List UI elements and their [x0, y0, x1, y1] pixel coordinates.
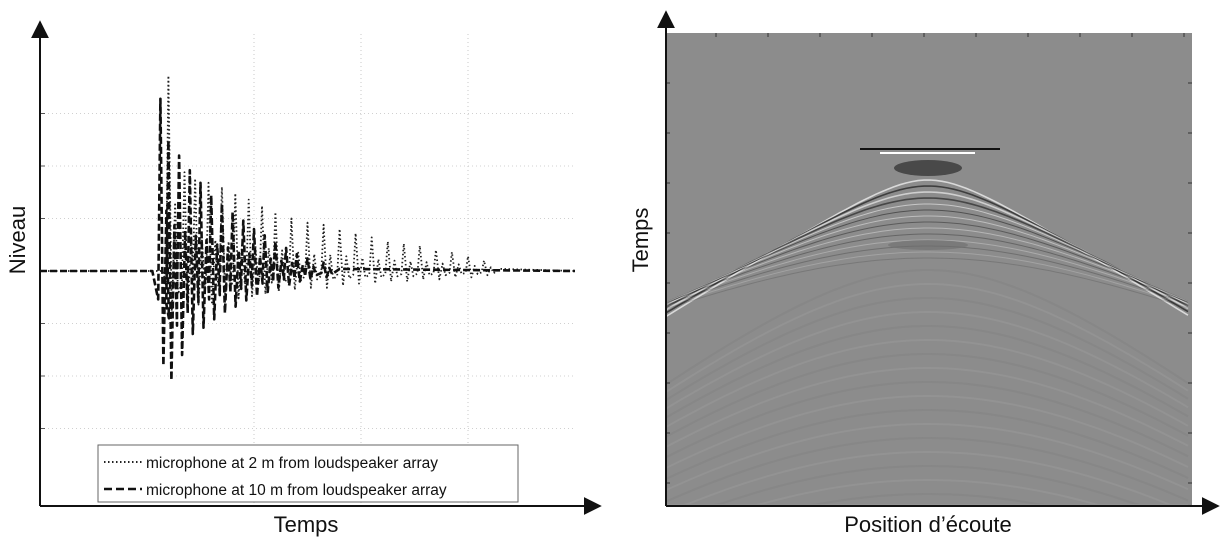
legend-box [97, 444, 519, 503]
wavefront-arc-faint [665, 283, 1189, 393]
left-y-axis-label: Niveau [5, 206, 30, 274]
left-plot-area [40, 32, 578, 506]
wavefront-dark-blob [894, 160, 962, 176]
legend-entry-1: microphone at 2 m from loudspeaker array [146, 455, 438, 472]
wavefront-arc [665, 221, 1189, 303]
wavefront-arc-faint [665, 409, 1189, 480]
wavefront-arc [665, 251, 1189, 308]
wavefront-arc-faint [665, 395, 1189, 469]
left-series-group [40, 74, 576, 382]
legend: microphone at 2 m from loudspeaker array… [97, 444, 519, 503]
wavefront-arc-faint [666, 451, 1188, 506]
wavefront-arc-faint [666, 465, 1188, 506]
legend-entry-2: microphone at 10 m from loudspeaker arra… [146, 482, 447, 499]
wavefront-arc-faint [665, 325, 1189, 419]
wavefront-arc [665, 227, 1189, 303]
wavefront-arc [665, 203, 1189, 306]
wavefront-arc-faint [665, 381, 1189, 459]
wavefront-arc-faint [665, 353, 1189, 438]
wavefront-dark-blob-faint [888, 240, 968, 250]
wavefront-arc-faint [665, 269, 1189, 386]
series-line-2 [40, 97, 576, 382]
wavefront-arc-faint [665, 339, 1189, 428]
wavefront-arc [665, 215, 1189, 304]
left-chart: microphone at 2 m from loudspeaker array… [5, 20, 602, 537]
wavefront-arc-faint [665, 367, 1189, 448]
wavefront-arc-faint [665, 311, 1189, 410]
right-chart: Position d’écoute Temps [628, 10, 1220, 537]
wavefront-arc-faint [665, 423, 1189, 492]
right-x-axis-label: Position d’écoute [844, 512, 1012, 537]
wavefront-arc [665, 257, 1189, 310]
series-line-1 [40, 74, 576, 319]
wavefront-arc-faint [665, 297, 1189, 401]
right-y-axis-label: Temps [628, 208, 653, 273]
wavefront-arc-faint [665, 437, 1189, 503]
left-x-axis-label: Temps [274, 512, 339, 537]
wavefront-arc [665, 239, 1189, 305]
wavefront-arc [665, 209, 1189, 305]
wavefront-arc [665, 233, 1189, 304]
